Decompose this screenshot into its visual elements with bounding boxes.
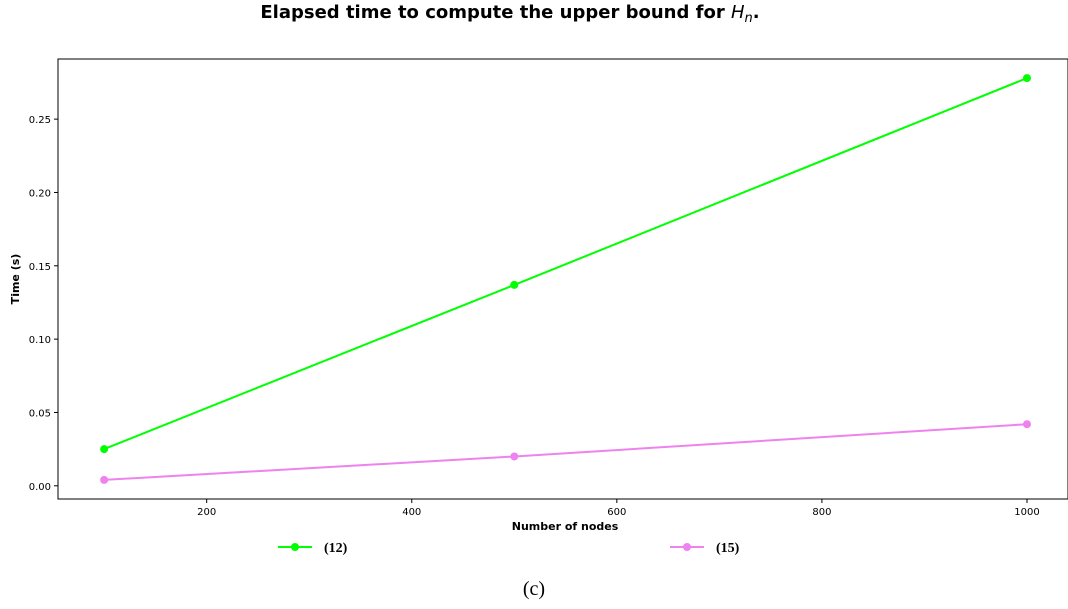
x-axis: 200 400 600 800 1000 bbox=[197, 499, 1040, 518]
series-line bbox=[103, 77, 1028, 451]
x-tick-label: 1000 bbox=[1014, 507, 1039, 518]
chart-title-text: Elapsed time to compute the upper bound … bbox=[260, 2, 731, 23]
figure-caption: (c) bbox=[522, 578, 546, 600]
y-tick-label: 0.25 bbox=[29, 115, 51, 126]
y-tick-label: 0.20 bbox=[29, 188, 51, 199]
y-tick-label: 0.00 bbox=[29, 482, 51, 493]
y-axis-label: Time (s) bbox=[9, 254, 22, 305]
x-tick-label: 600 bbox=[607, 507, 626, 518]
data-point bbox=[1022, 420, 1031, 429]
x-tick-label: 200 bbox=[197, 507, 216, 518]
y-tick-label: 0.05 bbox=[29, 408, 51, 419]
x-tick-label: 800 bbox=[812, 507, 831, 518]
legend-label: (15) bbox=[716, 541, 740, 556]
chart-title-suffix: . bbox=[753, 2, 760, 23]
x-axis-label: Number of nodes bbox=[512, 520, 619, 533]
plot-frame bbox=[57, 58, 1068, 500]
legend-label: (12) bbox=[324, 541, 348, 556]
data-point bbox=[510, 280, 519, 289]
chart-title-subscript: n bbox=[745, 11, 753, 26]
data-point bbox=[100, 445, 109, 454]
x-tick-label: 400 bbox=[402, 507, 421, 518]
y-tick-label: 0.10 bbox=[29, 335, 51, 346]
chart-title-math: H bbox=[731, 2, 745, 23]
y-axis: 0.00 0.05 0.10 0.15 0.20 0.25 bbox=[29, 115, 58, 493]
chart-title: Elapsed time to compute the upper bound … bbox=[260, 2, 759, 26]
legend-marker bbox=[291, 543, 299, 551]
legend: (12) (15) bbox=[278, 541, 740, 556]
series-layer bbox=[100, 74, 1031, 484]
data-point bbox=[1022, 74, 1031, 83]
y-tick-label: 0.15 bbox=[29, 262, 51, 273]
legend-marker bbox=[683, 543, 691, 551]
data-point bbox=[510, 452, 519, 461]
series-line bbox=[104, 423, 1028, 481]
data-point bbox=[100, 475, 109, 484]
